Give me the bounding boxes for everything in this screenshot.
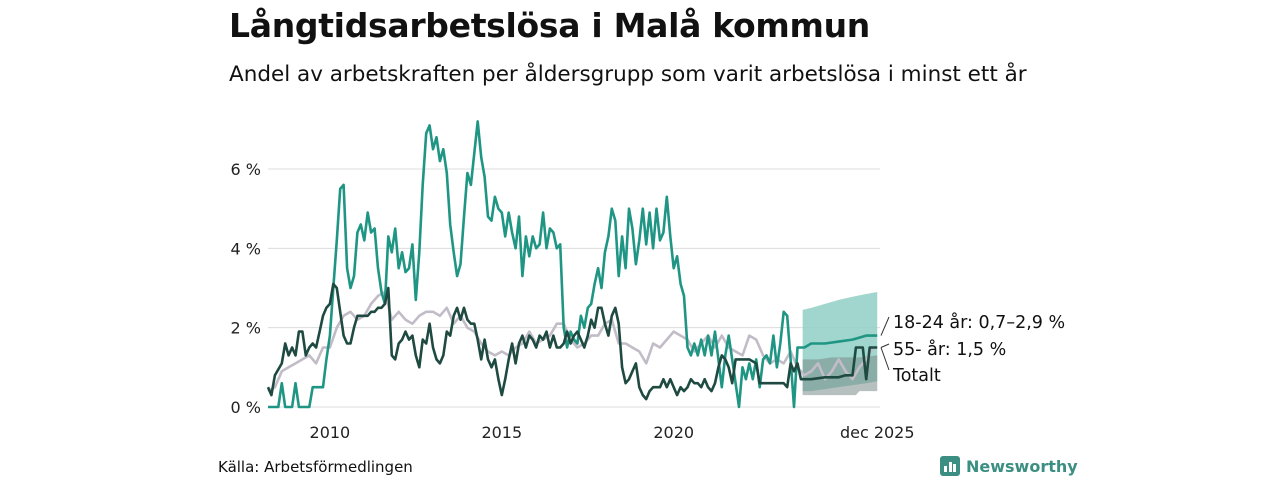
y-axis: 0 % 2 % 4 % 6 % — [231, 160, 261, 417]
chart-title: Långtidsarbetslösa i Malå kommun — [229, 6, 870, 45]
y-tick-label: 2 % — [231, 319, 261, 338]
x-axis: 2010 2015 2020 dec 2025 — [310, 423, 915, 442]
legend-leader — [880, 316, 890, 336]
series-label: Totalt — [892, 366, 941, 386]
x-tick-label: 2020 — [653, 423, 694, 442]
x-tick-label: dec 2025 — [840, 423, 915, 442]
series-lines — [266, 120, 878, 409]
brand-logo[interactable]: Newsworthy — [940, 456, 1078, 476]
legend-leader — [880, 347, 890, 371]
x-tick-label: 2010 — [310, 423, 351, 442]
band-totalt — [802, 355, 878, 396]
y-tick-label: 0 % — [231, 398, 261, 417]
newsworthy-logo-icon — [940, 456, 960, 476]
y-tick-label: 6 % — [231, 160, 261, 179]
series-label: 18-24 år: 0,7–2,9 % — [893, 312, 1065, 333]
chart-subtitle: Andel av arbetskraften per åldersgrupp s… — [229, 62, 1027, 87]
gridlines — [268, 168, 880, 408]
series-line — [268, 120, 878, 409]
x-tick-label: 2015 — [481, 423, 522, 442]
y-tick-label: 4 % — [231, 239, 261, 258]
series-labels: 18-24 år: 0,7–2,9 % 55- år: 1,5 % Totalt — [880, 312, 1065, 386]
legend-leader — [880, 343, 890, 348]
brand-name: Newsworthy — [966, 456, 1078, 476]
source-note: Källa: Arbetsförmedlingen — [218, 458, 413, 476]
series-label: 55- år: 1,5 % — [893, 339, 1006, 360]
series-line — [266, 282, 878, 401]
